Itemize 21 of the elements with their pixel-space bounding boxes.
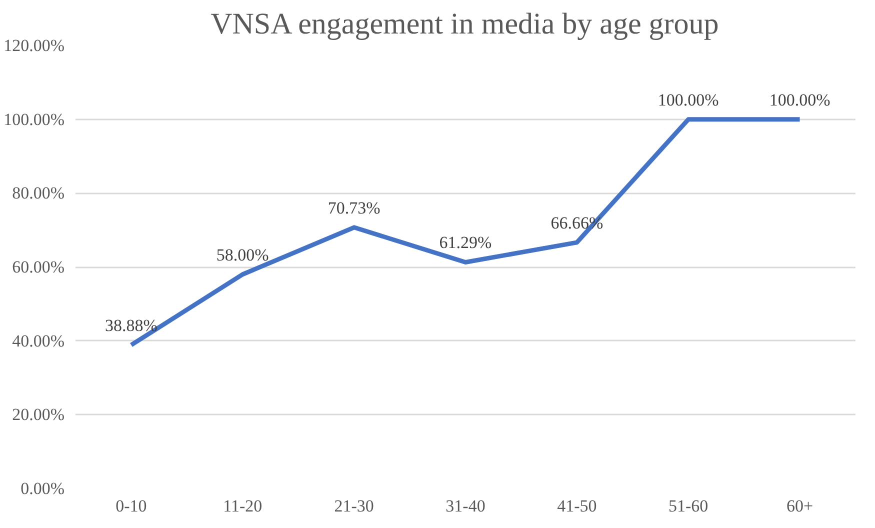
text: 100.00%: [658, 90, 719, 110]
text: 70.73%: [328, 198, 380, 218]
text: 58.00%: [216, 245, 269, 264]
y-tick-label: 20.00%: [12, 405, 65, 424]
y-tick-label: 60.00%: [12, 258, 65, 276]
chart-title: VNSA engagement in media by age group: [210, 8, 719, 40]
x-tick-label: 11-20: [223, 496, 262, 516]
y-tick-label: 120.00%: [4, 36, 65, 55]
text: 38.88%: [105, 316, 158, 335]
y-tick-label: 100.00%: [4, 110, 65, 129]
x-tick-label: 60+: [786, 496, 814, 516]
x-tick-label: 51-60: [668, 496, 708, 516]
x-tick-label: 41-50: [557, 496, 597, 516]
text: 61.29%: [439, 233, 492, 252]
x-tick-label: 0-10: [116, 496, 147, 516]
x-tick-label: 21-30: [334, 496, 374, 516]
x-tick-label: 31-40: [446, 496, 486, 516]
y-tick-label: 0.00%: [20, 479, 65, 498]
y-tick-label: 80.00%: [12, 184, 65, 203]
text: 100.00%: [769, 90, 830, 110]
y-tick-label: 40.00%: [12, 331, 65, 350]
